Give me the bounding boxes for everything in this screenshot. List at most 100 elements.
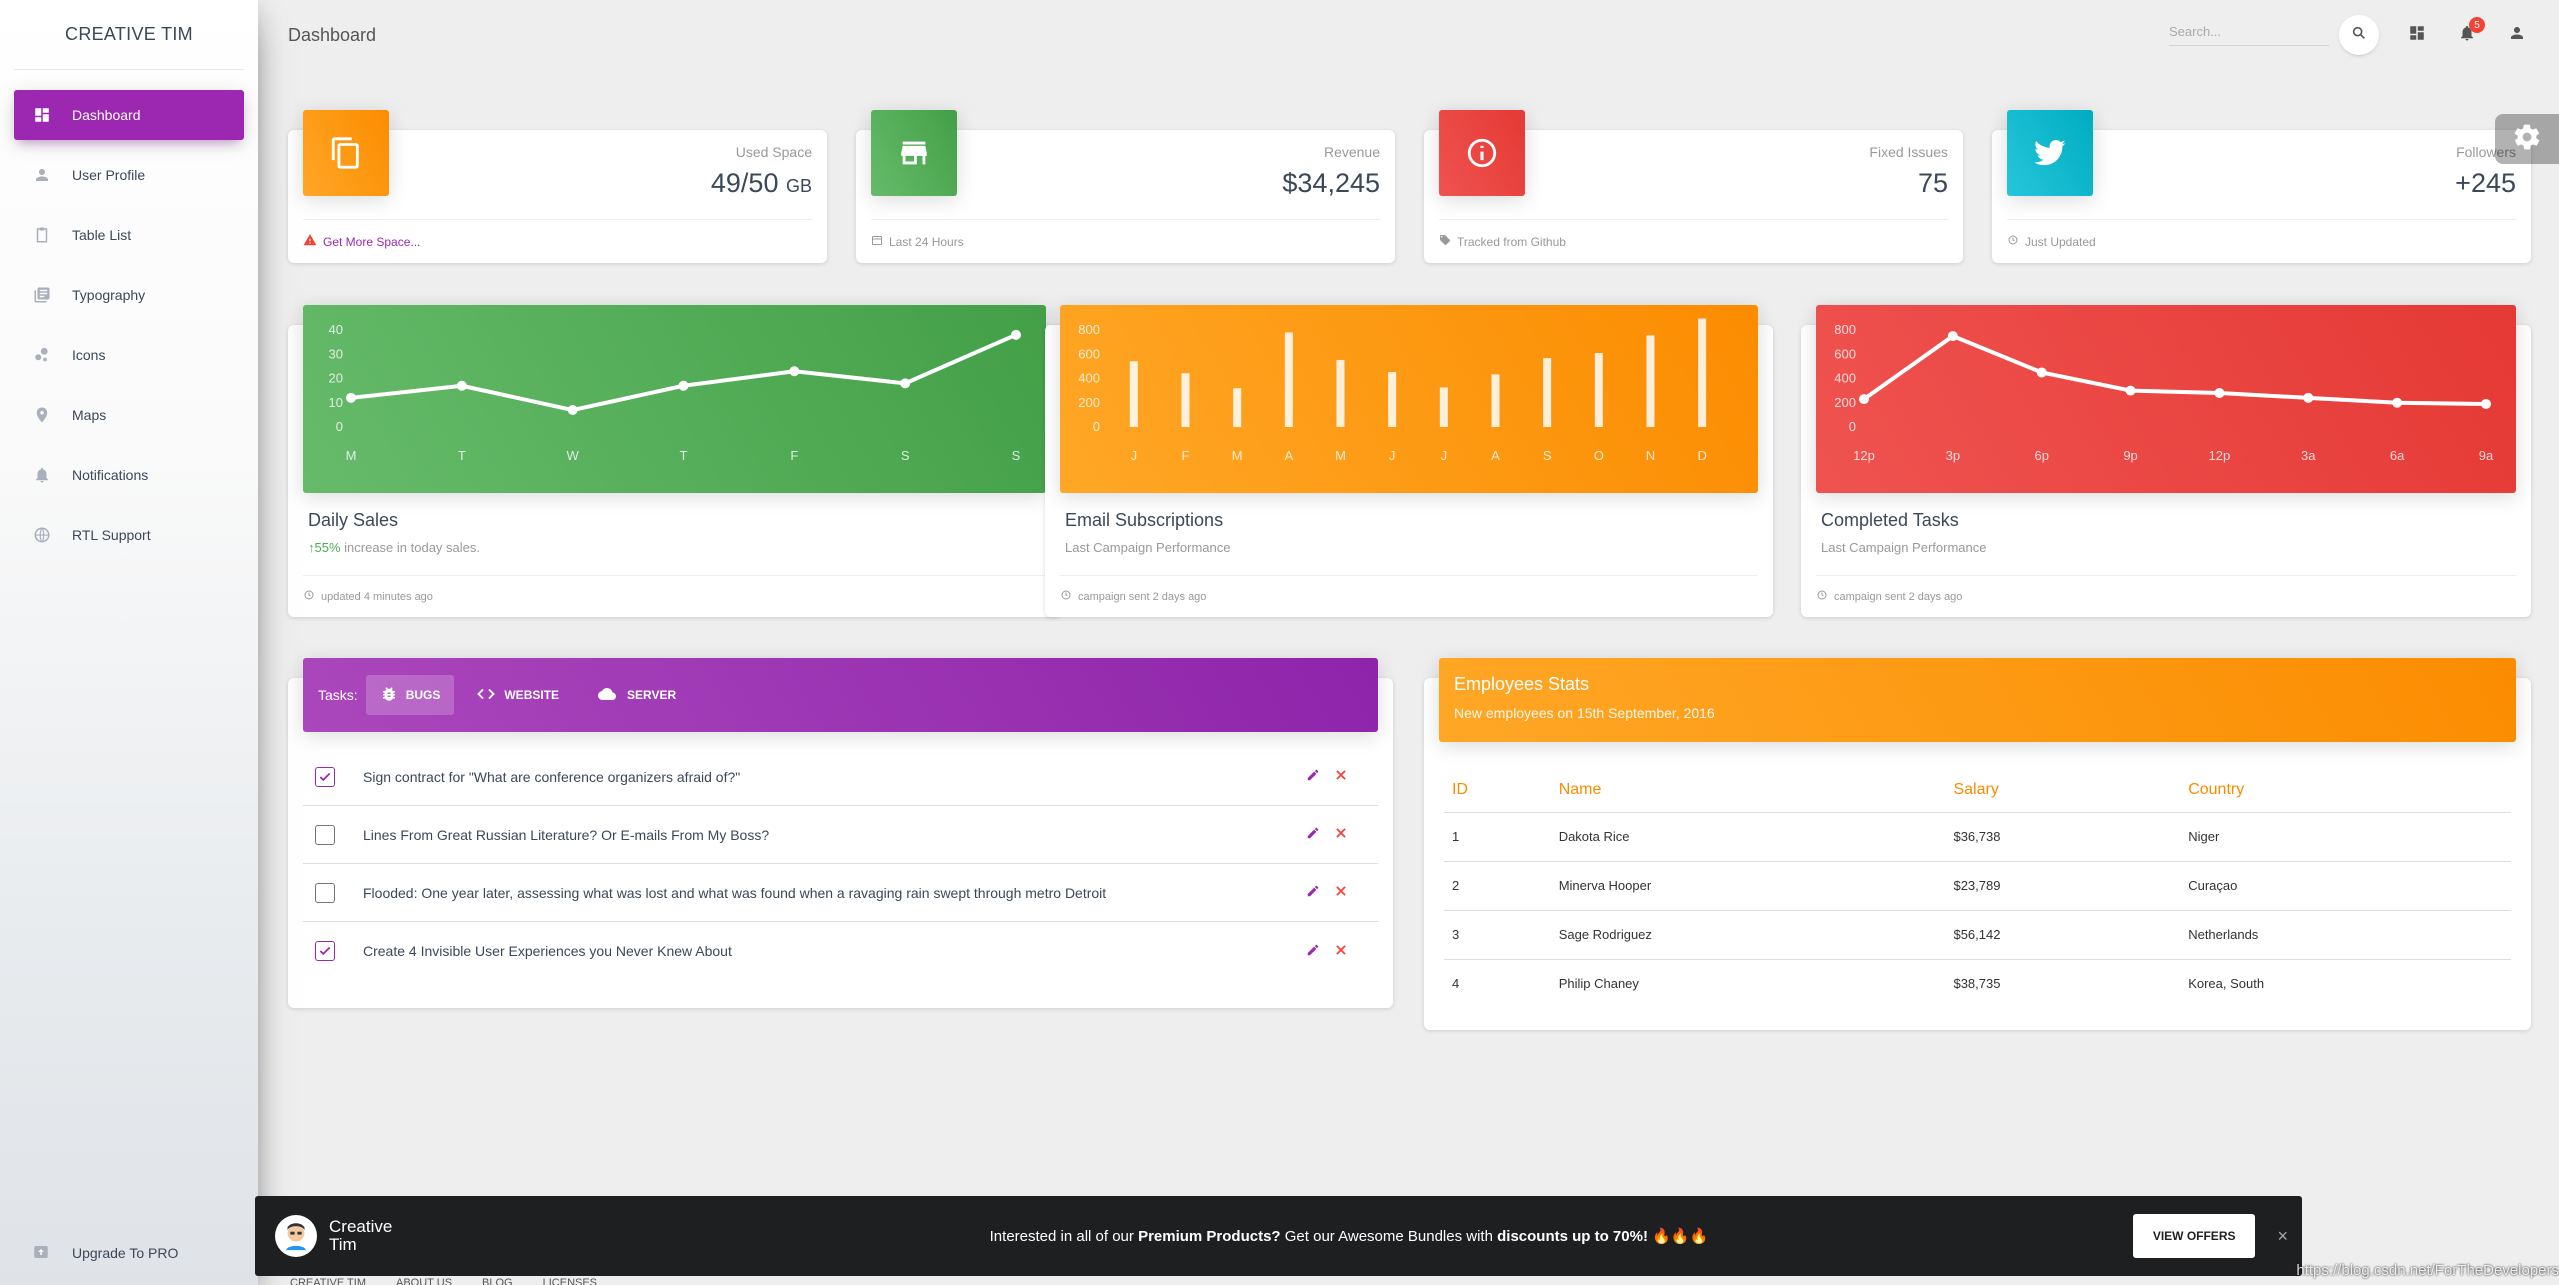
x-tick-label: N: [1646, 448, 1655, 463]
store-icon: [871, 110, 957, 196]
sidebar-item-maps[interactable]: Maps: [14, 390, 244, 440]
x-tick-label: J: [1389, 448, 1396, 463]
stat-card-fixed-issues: Fixed Issues 75 Tracked from Github: [1424, 110, 1963, 263]
table-row: 4 Philip Chaney $38,735 Korea, South: [1444, 959, 2511, 1008]
cell-id: 2: [1444, 861, 1551, 911]
column-header: Salary: [1945, 768, 2181, 813]
tab-server[interactable]: SERVER: [581, 675, 690, 715]
gear-icon: [2512, 122, 2542, 157]
stat-footer-text: Last 24 Hours: [889, 234, 964, 249]
footer-link[interactable]: LICENSES: [542, 1277, 598, 1285]
sidebar-item-rtl-support[interactable]: RTL Support: [14, 510, 244, 560]
footer-link[interactable]: ABOUT US: [396, 1277, 453, 1285]
chart-header: 0 200 400 600 800 J F M A M J J A S O N D: [1060, 305, 1758, 493]
tab-website[interactable]: WEBSITE: [462, 675, 573, 715]
task-text: Sign contract for "What are conference o…: [363, 768, 741, 785]
sidebar-item-table-list[interactable]: Table List: [14, 210, 244, 260]
tab-label: BUGS: [405, 688, 441, 702]
sidebar-item-typography[interactable]: Typography: [14, 270, 244, 320]
x-tick-label: T: [680, 448, 688, 463]
edit-icon[interactable]: [1306, 826, 1320, 843]
chart-point: [456, 380, 467, 391]
increase-text: increase in today sales.: [340, 540, 480, 555]
chart-footer-text: campaign sent 2 days ago: [1078, 590, 1207, 603]
edit-icon[interactable]: [1306, 884, 1320, 901]
watermark-url: https://blog.csdn.net/ForTheDevelopers: [2296, 1262, 2559, 1279]
chart-bar: [1594, 353, 1603, 427]
dashboard-button[interactable]: [2405, 23, 2429, 47]
warning-icon: [303, 233, 317, 250]
sidebar-item-notifications[interactable]: Notifications: [14, 450, 244, 500]
y-tick-label: 40: [329, 322, 343, 337]
sidebar-item-upgrade[interactable]: Upgrade To PRO: [14, 1231, 244, 1275]
edit-icon[interactable]: [1306, 768, 1320, 785]
location-pin-icon: [32, 405, 52, 425]
user-button[interactable]: [2505, 23, 2529, 47]
clock-icon: [1060, 589, 1072, 604]
sidebar-item-user-profile[interactable]: User Profile: [14, 150, 244, 200]
y-tick-label: 30: [329, 346, 343, 361]
banner-message: Interested in all of our Premium Product…: [565, 1227, 2133, 1245]
close-icon[interactable]: [1334, 884, 1348, 901]
close-icon[interactable]: [1334, 768, 1348, 785]
task-checkbox[interactable]: [315, 882, 335, 903]
chart-footer-text: updated 4 minutes ago: [321, 590, 433, 603]
task-row: Sign contract for "What are conference o…: [303, 748, 1378, 806]
tab-bugs[interactable]: BUGS: [365, 675, 455, 715]
fixed-plugin-button[interactable]: [2495, 114, 2559, 164]
chart-line: [350, 333, 1017, 413]
unarchive-icon: [32, 1243, 52, 1263]
chart-point: [2036, 367, 2047, 378]
chart-line: [1862, 333, 2487, 406]
notifications-button[interactable]: 5: [2455, 17, 2485, 47]
x-tick-label: 9a: [2479, 448, 2494, 463]
footer-link[interactable]: BLOG: [482, 1277, 513, 1285]
task-checkbox[interactable]: [315, 941, 335, 961]
chart-bar: [1543, 358, 1552, 427]
x-tick-label: T: [458, 448, 466, 463]
cell-salary: $36,738: [1945, 812, 2181, 862]
y-tick-label: 400: [1834, 371, 1856, 386]
search-button[interactable]: [2339, 15, 2379, 55]
calendar-icon: [871, 234, 883, 249]
task-text: Flooded: One year later, assessing what …: [363, 884, 1107, 901]
clock-icon: [1816, 589, 1828, 604]
task-checkbox[interactable]: [315, 766, 335, 787]
page-title[interactable]: Dashboard: [288, 24, 377, 45]
daily-sales-chart: 0 10 20 30 40 M T W T F S S: [329, 322, 1021, 463]
chart-point: [567, 405, 578, 416]
chart-point: [346, 392, 356, 403]
y-tick-label: 10: [329, 395, 343, 410]
brand-logo[interactable]: CREATIVE TIM: [14, 0, 244, 70]
task-actions: [1306, 943, 1348, 960]
x-tick-label: A: [1284, 448, 1293, 463]
search-icon: [2351, 25, 2367, 46]
get-more-space-link[interactable]: Get More Space...: [323, 234, 421, 249]
task-checkbox[interactable]: [315, 824, 335, 845]
arrow-upward-icon: ↑: [308, 540, 315, 555]
chart-bar: [1336, 359, 1345, 427]
column-header: Name: [1550, 768, 1946, 813]
close-icon[interactable]: [1334, 826, 1348, 843]
chart-title: Completed Tasks: [1821, 510, 1959, 530]
sidebar-item-label: Notifications: [72, 467, 149, 483]
cell-salary: $38,735: [1953, 976, 2001, 992]
search-input[interactable]: Search...: [2169, 24, 2329, 46]
chart-bar: [1388, 372, 1397, 427]
edit-icon[interactable]: [1306, 943, 1320, 960]
close-icon[interactable]: ×: [2277, 1225, 2288, 1246]
y-tick-label: 200: [1834, 395, 1856, 410]
email-subscriptions-chart: 0 200 400 600 800 J F M A M J J A S O N D: [1078, 318, 1707, 463]
tasks-label: Tasks:: [318, 687, 358, 703]
stat-footer: Just Updated: [2007, 219, 2516, 263]
sidebar-item-icons[interactable]: Icons: [14, 330, 244, 380]
twitter-icon: [2007, 110, 2093, 196]
sidebar-item-dashboard[interactable]: Dashboard: [14, 90, 244, 140]
tab-label: WEBSITE: [504, 688, 560, 702]
banner-text-bold: Premium Products?: [1138, 1228, 1281, 1245]
close-icon[interactable]: [1334, 943, 1348, 960]
footer-link[interactable]: CREATIVE TIM: [290, 1277, 366, 1285]
content-copy-icon: [303, 110, 389, 196]
view-offers-button[interactable]: VIEW OFFERS: [2132, 1214, 2256, 1258]
footer-links: CREATIVE TIM ABOUT US BLOG LICENSES: [290, 1277, 597, 1285]
